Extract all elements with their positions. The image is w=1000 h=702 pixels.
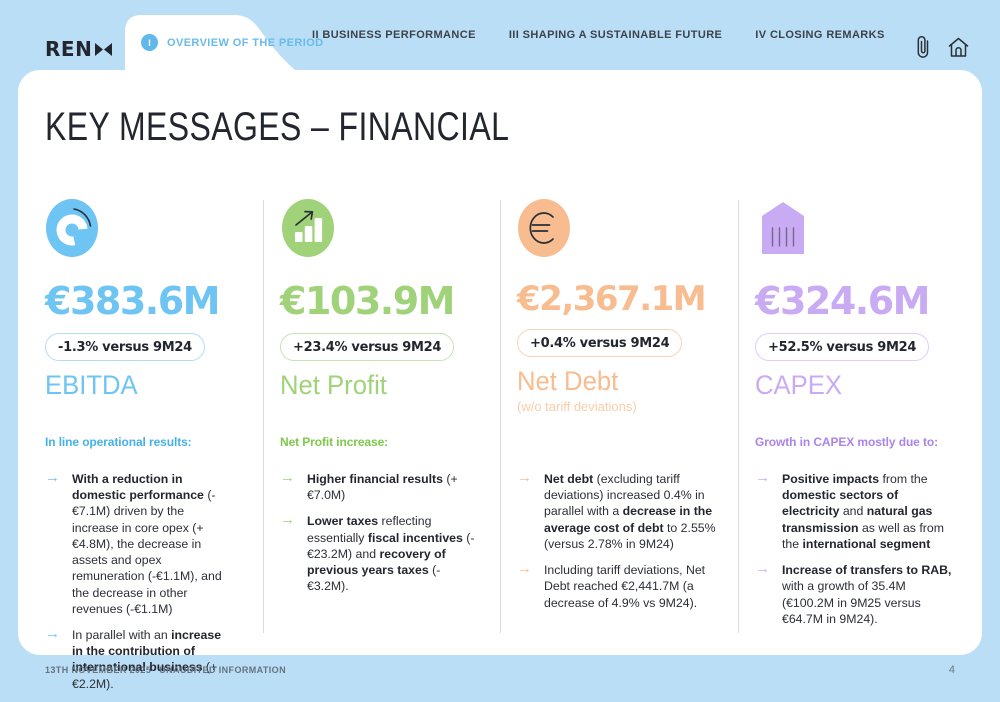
arrow-right-icon: → <box>45 469 60 486</box>
metric-bullets: → Positive impacts from the domestic sect… <box>755 469 955 627</box>
column-divider <box>738 200 739 633</box>
bullet-text: Higher financial results (+€7.0M) <box>307 472 458 503</box>
section-tabs: II BUSINESS PERFORMANCE III SHAPING A SUS… <box>312 0 885 70</box>
tab-closing-remarks[interactable]: IV CLOSING REMARKS <box>755 29 885 41</box>
metric-sublabel: (w/o tariff deviations) <box>517 399 637 414</box>
metric-change-badge: -1.3% versus 9M24 <box>45 333 205 361</box>
home-icon[interactable] <box>947 36 970 59</box>
bullet-text: Net debt (excluding tariff deviations) i… <box>544 472 716 551</box>
ren-logo-text: REN <box>45 37 93 61</box>
active-tab-label: OVERVIEW OF THE PERIOD <box>167 36 324 49</box>
arrow-right-icon: → <box>755 469 770 486</box>
arrow-right-icon: → <box>45 624 60 642</box>
metric-column-net-debt: €2,367.1M +0.4% versus 9M24 Net Debt (w/… <box>500 198 738 702</box>
bank-building-icon <box>755 198 811 258</box>
bullet-item: → Lower taxes reflecting essentially fisc… <box>280 511 480 594</box>
metric-column-net-profit: €103.9M +23.4% versus 9M24 Net Profit Ne… <box>263 198 500 702</box>
arrow-right-icon: → <box>280 511 295 529</box>
paperclip-icon[interactable] <box>914 34 932 61</box>
metric-bullets: → Higher financial results (+€7.0M) → Lower… <box>280 469 480 595</box>
bullet-item: → Increase of transfers to RAB, with a gr… <box>755 560 955 627</box>
metric-label: Net Debt <box>517 366 619 396</box>
metric-value: €324.6M <box>755 279 930 323</box>
tab-overview-of-the-period[interactable]: I OVERVIEW OF THE PERIOD <box>125 15 323 70</box>
ren-logo[interactable]: REN <box>45 37 113 61</box>
tab-business-performance[interactable]: II BUSINESS PERFORMANCE <box>312 29 476 41</box>
donut-chart-icon <box>45 198 99 258</box>
page-title: KEY MESSAGES – FINANCIAL <box>45 105 510 149</box>
bullet-item: → Including tariff deviations, Net Debt r… <box>517 560 718 611</box>
metric-intro: Growth in CAPEX mostly due to: <box>755 435 939 449</box>
arrow-right-icon: → <box>517 560 532 578</box>
slide-card: KEY MESSAGES – FINANCIAL €383.6M -1.3% v… <box>18 70 982 691</box>
metric-value: €103.9M <box>280 279 455 323</box>
metric-label: CAPEX <box>755 370 842 400</box>
footer-date: 13TH NOVEMBER 2025 <box>45 665 152 675</box>
metric-column-ebitda: €383.6M -1.3% versus 9M24 EBITDA In line… <box>45 198 263 702</box>
bullet-text: Positive impacts from the domestic secto… <box>782 472 944 551</box>
active-tab-shape <box>125 15 295 70</box>
euro-sign-icon <box>517 198 571 258</box>
slide-footer: 13TH NOVEMBER 2025 UNAUDITED INFORMATION… <box>0 655 1000 685</box>
metric-label: Net Profit <box>280 370 387 400</box>
metric-value: €383.6M <box>45 279 220 323</box>
bullet-item: → With a reduction in domestic performanc… <box>45 469 233 617</box>
metric-change-badge: +0.4% versus 9M24 <box>517 329 683 357</box>
metric-intro <box>517 435 718 453</box>
metric-intro: Net Profit increase: <box>280 435 389 449</box>
bullet-text: Increase of transfers to RAB, with a gro… <box>782 563 952 626</box>
topbar: REN I OVERVIEW OF THE PERIOD II BUSINESS… <box>0 0 1000 70</box>
arrow-right-icon: → <box>755 560 770 578</box>
bullet-text: Lower taxes reflecting essentially fisca… <box>307 514 475 594</box>
arrow-right-icon: → <box>517 469 532 486</box>
bullet-text: Including tariff deviations, Net Debt re… <box>544 563 706 610</box>
ren-logo-mark-icon <box>95 42 113 56</box>
metric-value: €2,367.1M <box>517 279 707 319</box>
bullet-item: → Positive impacts from the domestic sect… <box>755 469 955 552</box>
metric-label: EBITDA <box>45 370 138 400</box>
arrow-right-icon: → <box>280 469 295 486</box>
bullet-item: → Net debt (excluding tariff deviations) … <box>517 469 718 552</box>
metric-intro: In line operational results: <box>45 435 192 449</box>
metric-bullets: → Net debt (excluding tariff deviations) … <box>517 469 718 611</box>
topbar-actions <box>914 34 970 61</box>
metric-column-capex: €324.6M +52.5% versus 9M24 CAPEX Growth … <box>738 198 955 702</box>
bar-chart-up-icon <box>280 198 336 258</box>
metric-change-badge: +23.4% versus 9M24 <box>280 333 455 361</box>
tab-numeral-badge: I <box>141 34 158 51</box>
metric-bullets: → With a reduction in domestic performanc… <box>45 469 233 692</box>
column-divider <box>500 200 501 633</box>
footer-note: UNAUDITED INFORMATION <box>159 665 286 675</box>
metric-change-badge: +52.5% versus 9M24 <box>755 333 930 361</box>
bullet-text: With a reduction in domestic performance… <box>72 472 222 616</box>
metrics-columns: €383.6M -1.3% versus 9M24 EBITDA In line… <box>45 198 955 691</box>
column-divider <box>263 200 264 633</box>
page-number: 4 <box>948 664 955 676</box>
bullet-item: → Higher financial results (+€7.0M) <box>280 469 480 503</box>
tab-shaping-a-sustainable-future[interactable]: III SHAPING A SUSTAINABLE FUTURE <box>508 29 723 41</box>
